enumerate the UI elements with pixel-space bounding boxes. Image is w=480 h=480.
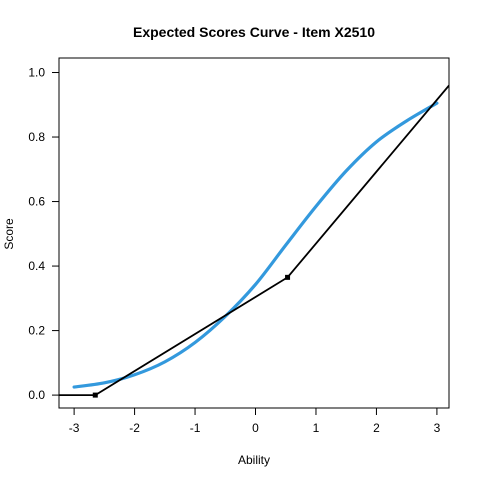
y-axis-label: Score bbox=[2, 218, 16, 250]
y-tick-label: 0.6 bbox=[28, 195, 45, 209]
y-tick-label: 1.0 bbox=[28, 66, 45, 80]
chart-title: Expected Scores Curve - Item X2510 bbox=[133, 24, 375, 40]
x-tick-label: -3 bbox=[69, 421, 80, 435]
plot-frame bbox=[58, 57, 450, 409]
y-axis: 0.0 0.2 0.4 0.6 0.8 1.0 bbox=[28, 66, 59, 402]
observed-score-point bbox=[285, 274, 291, 280]
expected-score-curve bbox=[72, 101, 439, 389]
x-axis-label: Ability bbox=[238, 453, 270, 467]
observed-score-point bbox=[92, 392, 98, 398]
x-axis: -3 -2 -1 0 1 2 3 bbox=[69, 408, 441, 435]
x-tick-label: 3 bbox=[434, 421, 441, 435]
observed-score-line bbox=[59, 84, 449, 396]
y-tick-label: 0.4 bbox=[28, 259, 45, 273]
x-tick-label: -1 bbox=[190, 421, 201, 435]
x-tick-label: 2 bbox=[373, 421, 380, 435]
x-tick-label: 0 bbox=[252, 421, 259, 435]
x-tick-label: 1 bbox=[313, 421, 320, 435]
y-tick-label: 0.0 bbox=[28, 388, 45, 402]
y-tick-label: 0.2 bbox=[28, 324, 45, 338]
y-tick-label: 0.8 bbox=[28, 130, 45, 144]
x-tick-label: -2 bbox=[129, 421, 140, 435]
plot-area bbox=[59, 84, 449, 398]
